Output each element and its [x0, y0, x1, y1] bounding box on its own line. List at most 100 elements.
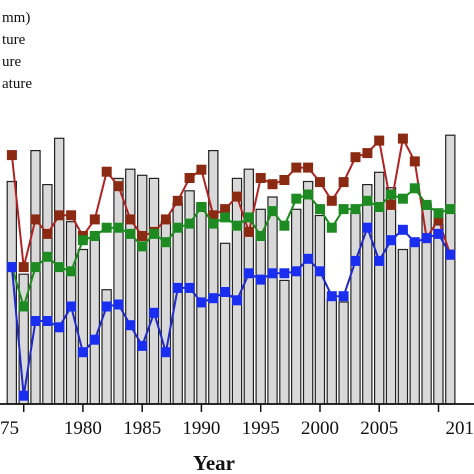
series-marker-1	[89, 231, 100, 241]
series-marker-1	[303, 189, 314, 200]
series-marker-0	[386, 199, 396, 210]
series-marker-2	[338, 291, 349, 302]
series-marker-0	[66, 210, 77, 221]
bar	[433, 224, 444, 405]
series-marker-0	[54, 210, 65, 221]
series-marker-0	[362, 148, 373, 159]
series-marker-2	[255, 274, 266, 285]
series-marker-2	[30, 316, 41, 326]
series-marker-0	[220, 204, 231, 215]
bar	[350, 211, 361, 405]
bar	[148, 177, 160, 405]
series-marker-1	[433, 208, 444, 219]
series-marker-1	[409, 183, 420, 194]
series-marker-2	[101, 301, 112, 312]
x-tick-label: 2000	[301, 418, 339, 439]
series-marker-2	[279, 268, 290, 279]
series-marker-1	[326, 222, 337, 233]
series-line-1	[10, 186, 451, 310]
series-marker-2	[149, 307, 160, 318]
series-marker-1	[101, 222, 112, 233]
bar	[362, 184, 373, 405]
series-marker-1	[374, 202, 385, 212]
series-marker-2	[137, 340, 148, 351]
series-marker-2	[374, 255, 385, 266]
bar	[219, 242, 231, 405]
series-marker-1	[137, 241, 148, 252]
x-tick-label: 1990	[182, 418, 220, 439]
series-marker-1	[386, 189, 396, 200]
legend-entry-0: mm)	[2, 10, 30, 26]
series-marker-1	[232, 220, 242, 231]
series-marker-2	[220, 287, 231, 297]
bar	[42, 184, 53, 405]
series-marker-0	[172, 195, 183, 206]
series-marker-2	[386, 235, 396, 246]
series-marker-0	[160, 214, 171, 225]
series-marker-1	[54, 262, 65, 273]
series-marker-0	[267, 179, 278, 190]
series-marker-0	[196, 164, 207, 175]
series-marker-2	[6, 262, 17, 273]
series-marker-1	[421, 199, 432, 210]
series-marker-1	[243, 212, 254, 223]
series-marker-2	[66, 301, 77, 312]
series-marker-0	[409, 156, 420, 167]
bar	[314, 214, 326, 405]
bar	[279, 279, 290, 405]
x-tick-label: 75	[0, 418, 19, 439]
series-marker-1	[208, 218, 219, 229]
series-marker-1	[291, 193, 302, 204]
series-marker-2	[291, 266, 302, 277]
series-marker-2	[303, 253, 314, 264]
series-marker-1	[149, 228, 160, 239]
series-marker-2	[315, 266, 325, 277]
series-marker-1	[315, 204, 325, 215]
series-marker-2	[54, 322, 65, 333]
bar	[137, 174, 148, 405]
series-marker-0	[89, 214, 100, 225]
legend: mm) ture ure ature	[2, 10, 32, 92]
series-marker-0	[255, 173, 266, 183]
series-marker-2	[113, 299, 124, 310]
series-marker-0	[374, 135, 385, 146]
series-marker-2	[89, 334, 100, 345]
series-marker-1	[255, 231, 266, 241]
x-tick-label: 2005	[360, 418, 398, 439]
series-marker-1	[77, 235, 88, 246]
bar	[89, 236, 100, 405]
bar	[77, 248, 89, 405]
bar	[302, 180, 314, 405]
series-marker-2	[421, 233, 432, 244]
lines-layer	[6, 133, 456, 401]
series-marker-1	[350, 204, 361, 215]
series-marker-2	[267, 268, 278, 279]
series-marker-0	[232, 191, 242, 202]
legend-entry-3: ature	[2, 76, 32, 92]
series-marker-1	[172, 222, 183, 233]
bar	[243, 168, 254, 405]
series-marker-0	[30, 214, 41, 225]
legend-entry-2: ure	[2, 54, 21, 70]
series-marker-1	[220, 212, 231, 223]
series-marker-0	[113, 181, 124, 192]
series-marker-1	[267, 206, 278, 217]
series-marker-0	[243, 226, 254, 237]
series-marker-1	[30, 262, 41, 273]
series-marker-0	[397, 133, 408, 144]
series-marker-0	[18, 262, 29, 273]
bar	[326, 298, 338, 405]
series-marker-1	[113, 222, 124, 233]
series-marker-0	[208, 210, 219, 221]
series-marker-1	[445, 204, 456, 215]
series-marker-2	[196, 297, 207, 308]
series-marker-0	[6, 150, 17, 161]
series-marker-1	[397, 193, 408, 204]
x-axis-title: Year	[193, 451, 235, 474]
series-marker-1	[279, 220, 290, 231]
series-marker-1	[362, 195, 373, 206]
series-marker-1	[18, 301, 29, 312]
series-marker-0	[101, 166, 112, 177]
series-marker-2	[362, 222, 373, 233]
